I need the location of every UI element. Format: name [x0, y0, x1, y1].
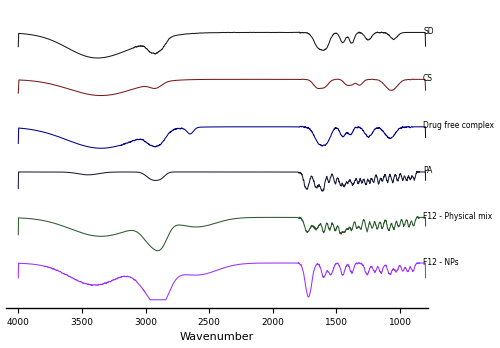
- Text: F12 - NPs: F12 - NPs: [423, 258, 458, 267]
- Text: PA: PA: [423, 166, 432, 175]
- Text: SD: SD: [423, 27, 434, 36]
- X-axis label: Wavenumber: Wavenumber: [180, 332, 254, 342]
- Text: CS: CS: [423, 74, 433, 83]
- Text: F12 - Physical mix: F12 - Physical mix: [423, 212, 492, 221]
- Text: Drug free complex: Drug free complex: [423, 121, 494, 130]
